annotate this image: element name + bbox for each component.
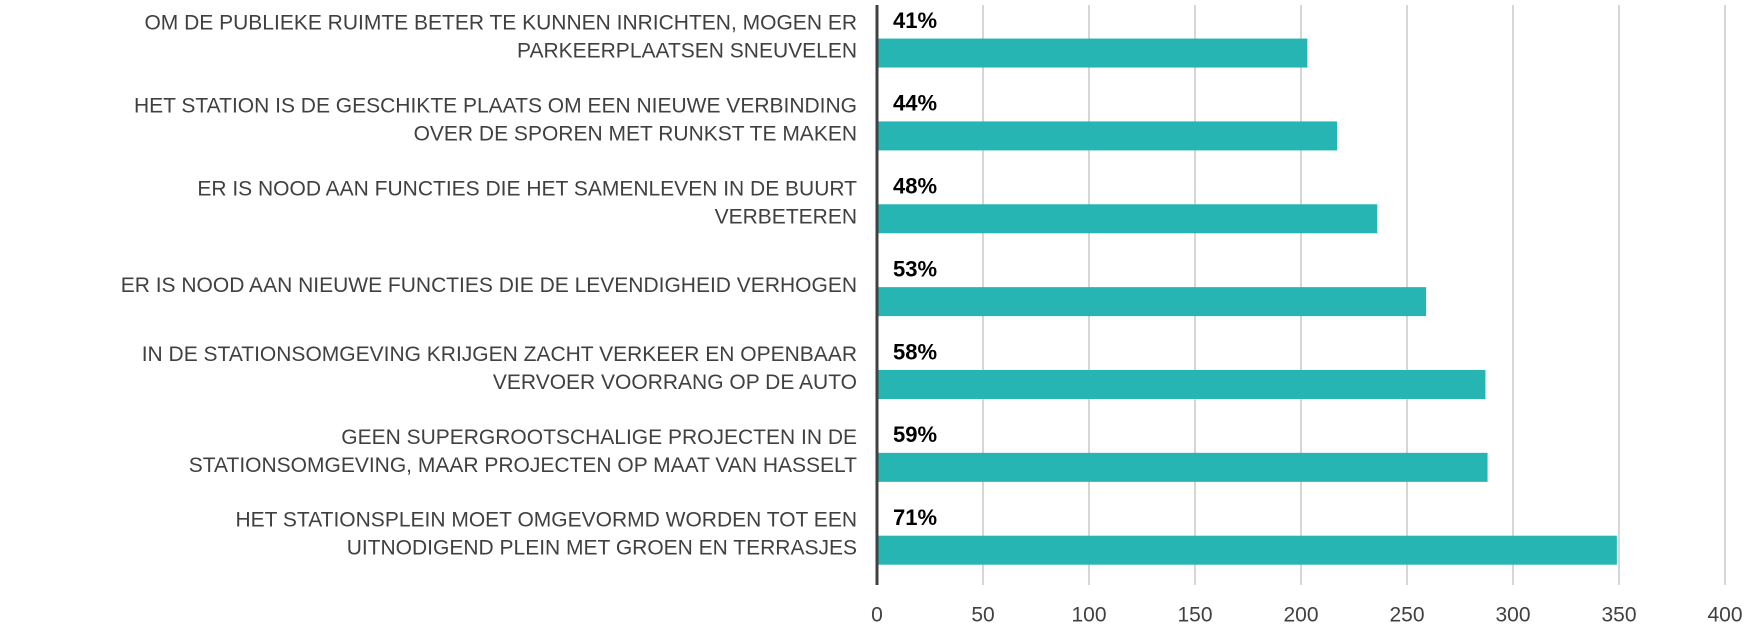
bar — [877, 38, 1308, 68]
y-tick-label: ER IS NOOD AAN NIEUWE FUNCTIES DIE DE LE… — [121, 274, 857, 297]
y-tick-label: UITNODIGEND PLEIN MET GROEN EN TERRASJES — [347, 537, 857, 560]
bar — [877, 369, 1486, 399]
y-tick-label: ER IS NOOD AAN FUNCTIES DIE HET SAMENLEV… — [197, 177, 857, 200]
x-tick-label: 300 — [1495, 604, 1530, 627]
x-tick-label: 350 — [1601, 604, 1636, 627]
x-tick-label: 150 — [1177, 604, 1212, 627]
bar-annotation: 44% — [893, 91, 937, 116]
x-tick-label: 100 — [1071, 604, 1106, 627]
x-tick-label: 250 — [1389, 604, 1424, 627]
y-tick-label: GEEN SUPERGROOTSCHALIGE PROJECTEN IN DE — [341, 426, 857, 449]
bar — [877, 535, 1617, 565]
bar — [877, 121, 1338, 151]
y-tick-label: HET STATIONSPLEIN MOET OMGEVORMD WORDEN … — [235, 509, 857, 532]
bar — [877, 452, 1488, 482]
bar — [877, 287, 1427, 317]
bar-annotation: 58% — [893, 339, 937, 364]
x-tick-label: 400 — [1707, 604, 1742, 627]
bar-annotation: 71% — [893, 505, 937, 530]
x-tick-label: 0 — [871, 604, 883, 627]
x-tick-label: 50 — [971, 604, 994, 627]
y-tick-label: VERVOER VOORRANG OP DE AUTO — [493, 371, 857, 394]
bar-annotation: 53% — [893, 256, 937, 281]
bar — [877, 204, 1378, 234]
y-tick-label: PARKEERPLAATSEN SNEUVELEN — [517, 40, 857, 63]
x-tick-label: 200 — [1283, 604, 1318, 627]
y-tick-label: STATIONSOMGEVING, MAAR PROJECTEN OP MAAT… — [189, 454, 857, 477]
bar-annotation: 48% — [893, 174, 937, 199]
y-tick-label: VERBETEREN — [715, 205, 857, 228]
y-tick-label: OVER DE SPOREN MET RUNKST TE MAKEN — [414, 122, 857, 145]
y-tick-label: HET STATION IS DE GESCHIKTE PLAATS OM EE… — [134, 94, 857, 117]
bar-annotation: 59% — [893, 422, 937, 447]
y-tick-label: IN DE STATIONSOMGEVING KRIJGEN ZACHT VER… — [142, 343, 857, 366]
y-tick-label: OM DE PUBLIEKE RUIMTE BETER TE KUNNEN IN… — [144, 12, 857, 35]
bar-annotation: 41% — [893, 8, 937, 33]
